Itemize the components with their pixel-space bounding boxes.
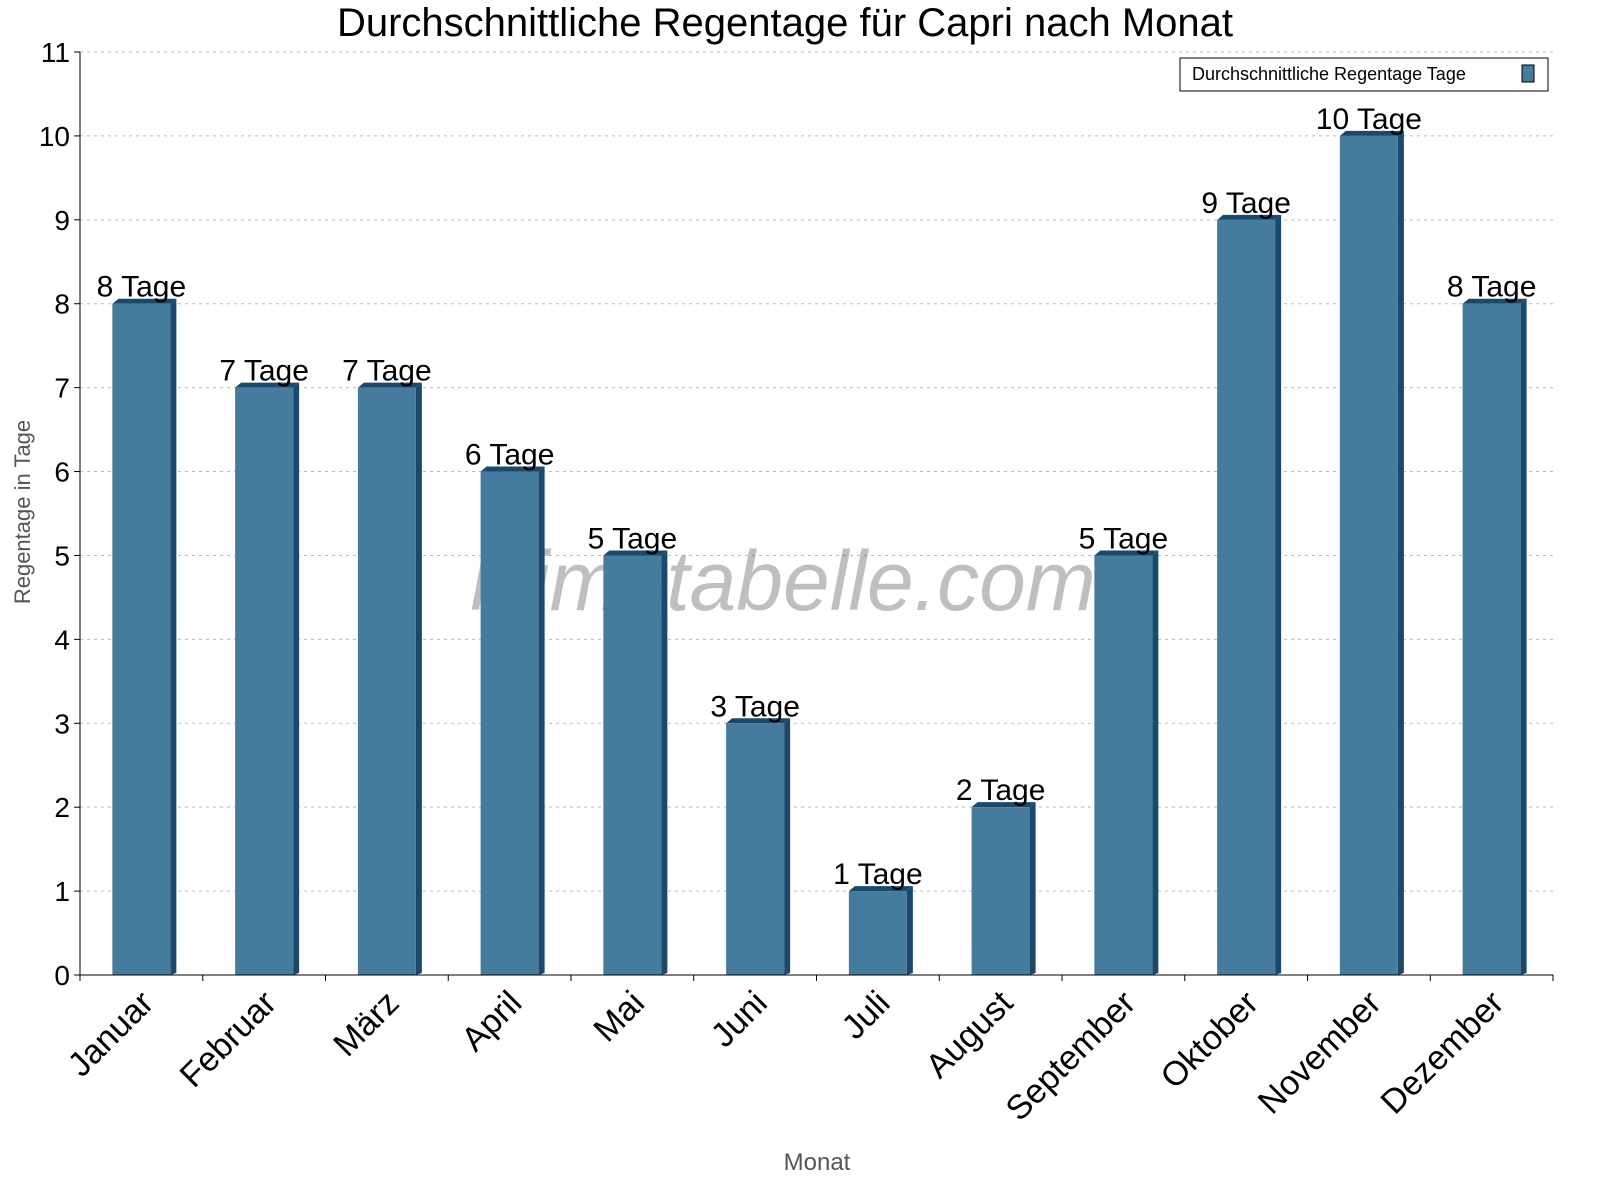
bar <box>1217 219 1276 975</box>
data-label: 3 Tage <box>710 690 800 723</box>
y-tick-label: 3 <box>54 708 70 739</box>
x-tick-label: März <box>326 984 406 1064</box>
x-tick-label: Juli <box>835 984 898 1047</box>
bar-side <box>170 298 177 975</box>
bar-side <box>1152 550 1159 975</box>
bar-top <box>112 298 177 304</box>
bar <box>357 387 416 975</box>
x-tick-label: Februar <box>173 984 284 1095</box>
y-tick-label: 4 <box>54 624 70 655</box>
x-tick-label: Januar <box>61 984 161 1084</box>
x-tick-label: Dezember <box>1374 984 1512 1122</box>
chart-title: Durchschnittliche Regentage für Capri na… <box>337 1 1233 45</box>
y-tick-label: 8 <box>54 289 70 320</box>
bar <box>1462 303 1521 975</box>
bar-side <box>293 382 300 975</box>
bars: 8 Tage 7 Tage 7 Tage 6 Tage 5 Tage 3 Tage 1 Ta… <box>97 103 1537 976</box>
bar-top <box>1217 214 1282 220</box>
x-tick-label: August <box>919 983 1021 1085</box>
y-tick-label: 7 <box>54 373 70 404</box>
data-label: 5 Tage <box>1079 522 1169 555</box>
y-tick-label: 5 <box>54 540 70 571</box>
y-tick-label: 6 <box>54 457 70 488</box>
bar-side <box>538 466 545 975</box>
bar <box>235 387 294 975</box>
bar-side <box>415 382 422 975</box>
bar-top <box>603 550 668 556</box>
bar <box>603 555 662 975</box>
y-tick-label: 1 <box>54 876 70 907</box>
y-tick-label: 9 <box>54 205 70 236</box>
data-label: 8 Tage <box>1447 271 1537 304</box>
data-label: 5 Tage <box>588 522 678 555</box>
bar-top <box>971 802 1036 808</box>
bar-top <box>726 718 791 724</box>
gridlines <box>80 51 1553 892</box>
bar-top <box>848 886 913 892</box>
bar-side <box>1029 802 1036 975</box>
bar-side <box>661 550 668 975</box>
bar-side <box>784 718 791 975</box>
y-tick-label: 10 <box>39 121 70 152</box>
y-axis-label: Regentage in Tage <box>10 420 35 604</box>
bar <box>848 891 907 975</box>
bar-top <box>480 466 545 472</box>
x-tick-label: September <box>999 984 1143 1128</box>
bar-side <box>1520 298 1527 975</box>
data-label: 6 Tage <box>465 439 555 472</box>
bar-top <box>1462 298 1527 304</box>
legend: Durchschnittliche Regentage Tage <box>1179 57 1549 92</box>
bar-top <box>235 382 300 388</box>
data-label: 1 Tage <box>833 858 923 891</box>
legend-swatch <box>1521 64 1535 83</box>
data-label: 8 Tage <box>97 271 187 304</box>
data-label: 10 Tage <box>1316 103 1422 136</box>
bar <box>1094 555 1153 975</box>
watermark: klimatabelle.com <box>470 534 1096 628</box>
bar-side <box>1275 214 1282 975</box>
data-label: 7 Tage <box>342 355 432 388</box>
bar-side <box>906 886 913 975</box>
x-tick-label: November <box>1251 984 1389 1122</box>
data-label: 7 Tage <box>219 355 309 388</box>
bar <box>112 303 171 975</box>
y-tick-label: 0 <box>54 960 70 991</box>
bar <box>480 471 539 975</box>
x-tick-label: Oktober <box>1153 984 1265 1096</box>
bar-side <box>1397 130 1404 976</box>
x-axis-label: Monat <box>784 1149 851 1176</box>
data-label: 9 Tage <box>1201 187 1291 220</box>
bar <box>1339 135 1398 976</box>
bar <box>971 807 1030 975</box>
x-tick-label: April <box>454 984 529 1059</box>
data-label: 2 Tage <box>956 774 1046 807</box>
bar-top <box>357 382 422 388</box>
legend-label: Durchschnittliche Regentage Tage <box>1192 64 1466 84</box>
legend-box <box>1179 57 1549 92</box>
bar-top <box>1339 130 1404 136</box>
y-tick-label: 2 <box>54 792 70 823</box>
y-tick-label: 11 <box>41 37 70 68</box>
x-tick-label: Juni <box>704 984 775 1055</box>
x-tick-label: Mai <box>586 984 652 1050</box>
bar <box>726 723 785 975</box>
bar-top <box>1094 550 1159 556</box>
